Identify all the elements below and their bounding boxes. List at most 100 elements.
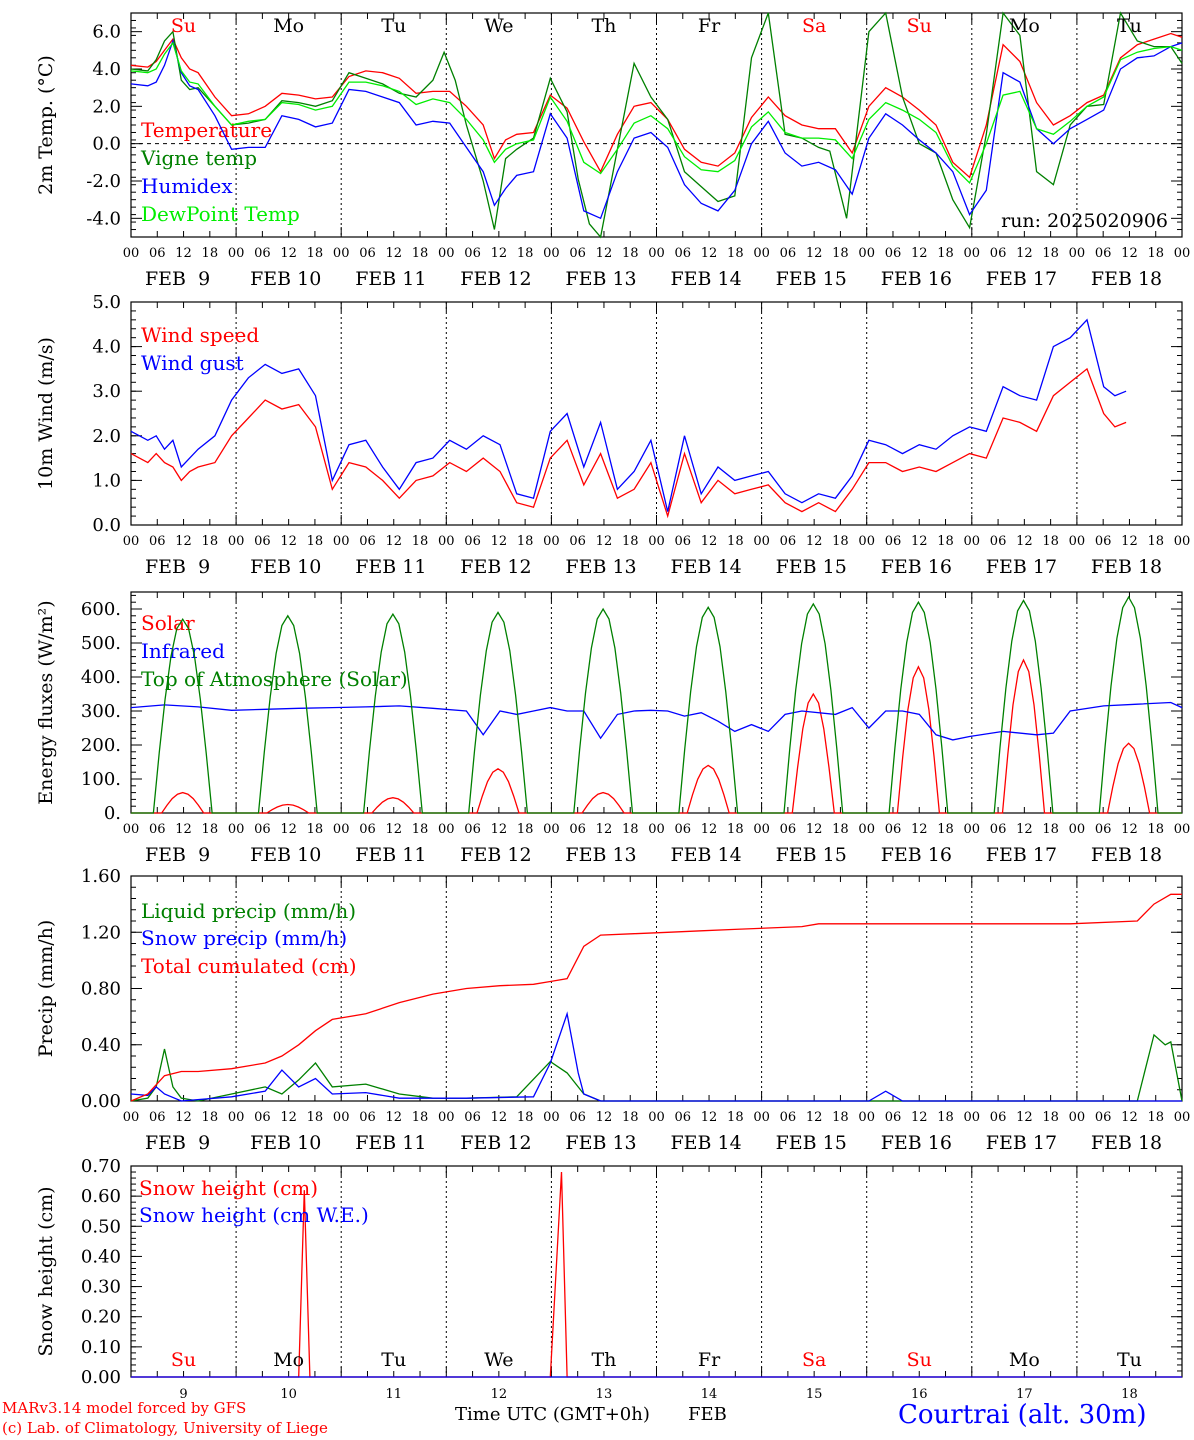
hour-tick-label: 06 bbox=[675, 534, 692, 549]
date-label: FEB 9 bbox=[145, 268, 210, 290]
date-label: FEB 17 bbox=[986, 268, 1057, 290]
hour-tick-label: 00 bbox=[333, 822, 350, 837]
chart-panel-4: 0.00 0.40 0.80 1.20 1.60 Precip (mm/h) Liquid … bbox=[35, 866, 1190, 1154]
hour-tick-label: 12 bbox=[701, 246, 718, 261]
y-tick-label: 1.0 bbox=[92, 470, 121, 491]
y-tick-label: 0.40 bbox=[81, 1035, 121, 1056]
day-abbr: Mo bbox=[273, 15, 304, 37]
hour-tick-label: 06 bbox=[569, 534, 586, 549]
hour-tick-label: 06 bbox=[254, 1110, 271, 1125]
date-label: FEB 15 bbox=[776, 556, 847, 578]
hour-tick-label: 00 bbox=[438, 822, 455, 837]
hour-tick-label: 06 bbox=[149, 534, 166, 549]
date-label: FEB 17 bbox=[986, 556, 1057, 578]
y-axis-label: 10m Wind (m/s) bbox=[35, 337, 57, 490]
hour-tick-label: 18 bbox=[832, 822, 849, 837]
hour-tick-label: 06 bbox=[149, 822, 166, 837]
hour-tick-label: 00 bbox=[543, 822, 560, 837]
day-abbr: Tu bbox=[381, 1349, 406, 1371]
hour-tick-label: 00 bbox=[228, 534, 245, 549]
y-tick-label: 0.80 bbox=[81, 979, 121, 1000]
hour-tick-label: 00 bbox=[964, 822, 981, 837]
day-abbr: Tu bbox=[1117, 1349, 1142, 1371]
lab-credit: (c) Lab. of Climatology, University of L… bbox=[2, 1419, 328, 1437]
day-number: 18 bbox=[1121, 1387, 1138, 1402]
hour-tick-label: 18 bbox=[412, 822, 429, 837]
hour-tick-label: 00 bbox=[438, 534, 455, 549]
y-tick-label: 0.0 bbox=[92, 515, 121, 536]
hour-tick-label: 12 bbox=[491, 822, 508, 837]
hour-tick-label: 12 bbox=[596, 534, 613, 549]
hour-tick-label: 12 bbox=[596, 822, 613, 837]
date-label: FEB 9 bbox=[145, 844, 210, 866]
day-number: 11 bbox=[385, 1387, 402, 1402]
hour-tick-label: 00 bbox=[1174, 822, 1191, 837]
legend-entry: Snow precip (mm/h) bbox=[141, 926, 347, 950]
hour-tick-label: 00 bbox=[648, 822, 665, 837]
hour-tick-label: 00 bbox=[543, 534, 560, 549]
y-tick-label: 0.70 bbox=[81, 1156, 121, 1177]
hour-tick-label: 00 bbox=[1069, 534, 1086, 549]
hour-tick-label: 00 bbox=[964, 246, 981, 261]
hour-tick-label: 18 bbox=[517, 534, 534, 549]
hour-tick-label: 06 bbox=[990, 534, 1007, 549]
hour-tick-label: 18 bbox=[832, 246, 849, 261]
hour-tick-label: 18 bbox=[517, 246, 534, 261]
hour-tick-label: 12 bbox=[1121, 246, 1138, 261]
series-line-snow-precip-mm-h- bbox=[130, 1011, 1182, 1102]
y-tick-label: 0.00 bbox=[81, 1367, 121, 1388]
hour-tick-label: 12 bbox=[806, 246, 823, 261]
run-annotation: run: 2025020906 bbox=[1001, 210, 1168, 232]
y-tick-label: 100. bbox=[81, 769, 121, 790]
hour-tick-label: 06 bbox=[675, 1110, 692, 1125]
hour-tick-label: 12 bbox=[385, 822, 402, 837]
date-label: FEB 13 bbox=[565, 1132, 636, 1154]
hour-tick-label: 00 bbox=[648, 1110, 665, 1125]
y-tick-label: 4.0 bbox=[92, 337, 121, 358]
y-tick-label: 5.0 bbox=[92, 292, 121, 313]
hour-tick-label: 00 bbox=[1069, 1110, 1086, 1125]
hour-tick-label: 18 bbox=[202, 1110, 219, 1125]
hour-tick-label: 18 bbox=[1147, 1110, 1164, 1125]
day-abbr: Sa bbox=[802, 1349, 826, 1371]
hour-tick-label: 00 bbox=[438, 246, 455, 261]
day-number: 9 bbox=[179, 1387, 187, 1402]
date-label: FEB 16 bbox=[881, 556, 952, 578]
hour-tick-label: 12 bbox=[175, 534, 192, 549]
chart-panel-2: 0.0 1.0 2.0 3.0 4.0 5.0 10m Wind (m/s) Wind spe… bbox=[35, 292, 1190, 578]
legend-entry: Infrared bbox=[141, 639, 225, 663]
day-number: 12 bbox=[491, 1387, 508, 1402]
chart-panel-1: -4.0 -2.0 0.0 2.0 4.0 6.0 2m Temp. (°C) Tempera… bbox=[35, 11, 1190, 290]
hour-tick-label: 00 bbox=[123, 246, 140, 261]
y-tick-label: 300. bbox=[81, 701, 121, 722]
day-abbr: Fr bbox=[698, 15, 721, 37]
hour-tick-label: 18 bbox=[1042, 246, 1059, 261]
y-tick-label: 0.0 bbox=[92, 134, 121, 155]
date-label: FEB 12 bbox=[460, 268, 531, 290]
legend-entry: Liquid precip (mm/h) bbox=[141, 899, 356, 923]
y-tick-label: -2.0 bbox=[86, 171, 121, 192]
hour-tick-label: 06 bbox=[885, 1110, 902, 1125]
day-abbr: Fr bbox=[698, 1349, 721, 1371]
hour-tick-label: 12 bbox=[385, 534, 402, 549]
legend-entry: Humidex bbox=[141, 174, 233, 198]
hour-tick-label: 06 bbox=[569, 1110, 586, 1125]
hour-tick-label: 00 bbox=[753, 246, 770, 261]
hour-tick-label: 18 bbox=[1147, 534, 1164, 549]
date-label: FEB 10 bbox=[250, 1132, 321, 1154]
date-label: FEB 18 bbox=[1091, 1132, 1162, 1154]
hour-tick-label: 12 bbox=[806, 534, 823, 549]
hour-tick-label: 18 bbox=[832, 1110, 849, 1125]
hour-tick-label: 12 bbox=[280, 822, 297, 837]
hour-tick-label: 00 bbox=[1174, 534, 1191, 549]
hour-tick-label: 18 bbox=[937, 534, 954, 549]
hour-tick-label: 00 bbox=[753, 534, 770, 549]
date-label: FEB 15 bbox=[776, 844, 847, 866]
hour-tick-label: 12 bbox=[1121, 822, 1138, 837]
hour-tick-label: 18 bbox=[937, 246, 954, 261]
legend-entry: Temperature bbox=[141, 118, 272, 142]
day-abbr: Su bbox=[907, 15, 932, 37]
hour-tick-label: 18 bbox=[307, 822, 324, 837]
hour-tick-label: 06 bbox=[569, 246, 586, 261]
hour-tick-label: 06 bbox=[885, 246, 902, 261]
